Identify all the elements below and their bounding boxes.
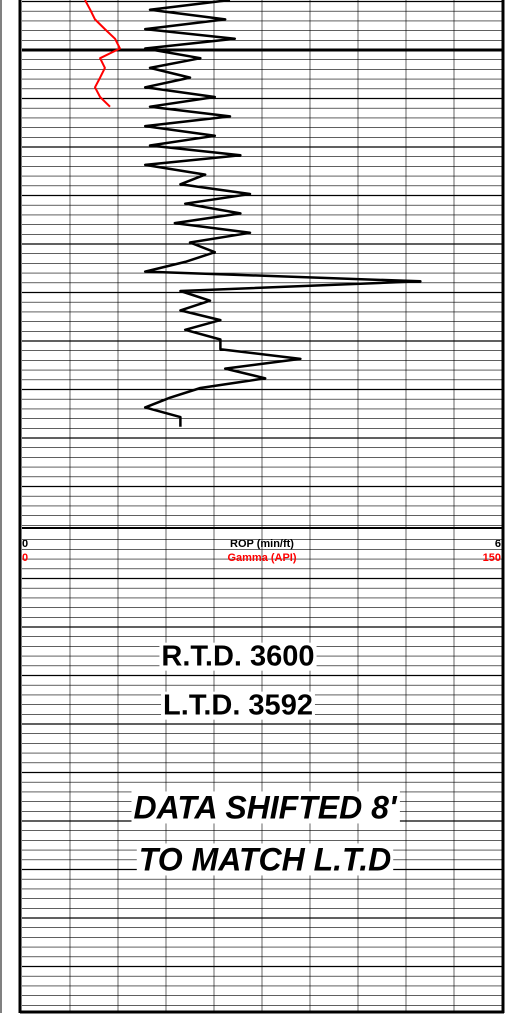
annotation-bg bbox=[161, 691, 315, 720]
scale-label: 0 bbox=[22, 538, 28, 550]
annotation-bg bbox=[136, 843, 394, 876]
annotation-bg bbox=[131, 791, 400, 824]
annotation: DATA SHIFTED 8' bbox=[133, 789, 397, 825]
annotation-bg bbox=[159, 642, 317, 671]
scale-label: 6 bbox=[495, 538, 501, 550]
series-name: Gamma (API) bbox=[227, 552, 296, 564]
series-name: ROP (min/ft) bbox=[230, 538, 294, 550]
scale-label: 0 bbox=[22, 552, 28, 564]
curve bbox=[84, 0, 121, 108]
annotation: TO MATCH L.T.D bbox=[139, 841, 391, 877]
annotation: R.T.D. 3600 bbox=[161, 641, 314, 673]
curve bbox=[143, 0, 422, 427]
scale-label: 150 bbox=[483, 552, 501, 564]
annotation: L.T.D. 3592 bbox=[163, 690, 313, 722]
